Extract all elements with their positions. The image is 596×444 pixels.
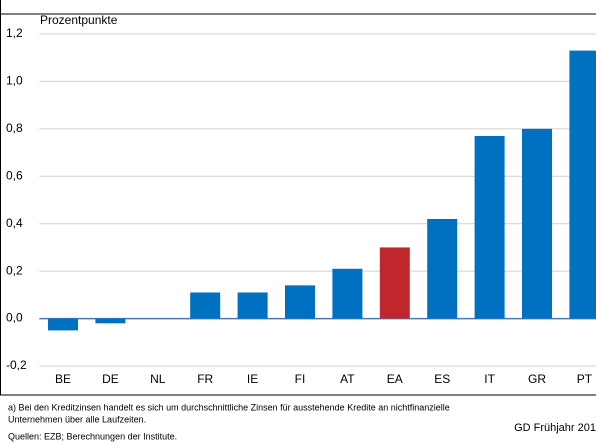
bar [190, 292, 221, 319]
y-tick-label: 0,0 [6, 311, 23, 325]
y-tick-label: -0,2 [6, 358, 27, 372]
x-tick-label: DE [102, 372, 119, 386]
x-tick-label: PT [577, 372, 593, 386]
bar [95, 318, 126, 324]
chart-frame [0, 13, 596, 396]
bar [48, 318, 78, 331]
bar [522, 128, 552, 319]
x-tick-label: AT [340, 372, 355, 386]
bar [285, 285, 315, 319]
bar [569, 50, 596, 319]
y-tick-label: 1,0 [6, 74, 23, 88]
header-box [0, 0, 596, 15]
x-tick-label: GR [528, 372, 546, 386]
y-tick-label: 0,8 [6, 121, 23, 135]
x-tick-label: EA [387, 372, 403, 386]
y-tick-label: 0,2 [6, 263, 23, 277]
x-tick-label: BE [55, 372, 71, 386]
y-tick-label: 0,4 [6, 216, 23, 230]
footnote: a) Bei den Kreditzinsen handelt es sich … [8, 402, 450, 412]
x-tick-label: IT [484, 372, 495, 386]
footnote: Unternehmen über alle Laufzeiten. [8, 414, 146, 424]
bar [427, 218, 458, 319]
bar [237, 292, 268, 319]
x-tick-label: FI [295, 372, 306, 386]
x-tick-label: IE [247, 372, 258, 386]
y-tick-label: 0,6 [6, 168, 23, 182]
y-tick-label: 1,2 [6, 26, 23, 40]
x-tick-label: NL [150, 372, 166, 386]
bar [332, 268, 363, 319]
bar [474, 135, 505, 319]
x-tick-label: ES [434, 372, 450, 386]
y-axis-label: Prozentpunkte [40, 13, 118, 27]
x-tick-label: FR [197, 372, 213, 386]
credit: GD Frühjahr 201 [514, 422, 596, 434]
source: Quellen: EZB; Berechnungen der Institute… [8, 431, 177, 441]
bar [379, 247, 410, 319]
